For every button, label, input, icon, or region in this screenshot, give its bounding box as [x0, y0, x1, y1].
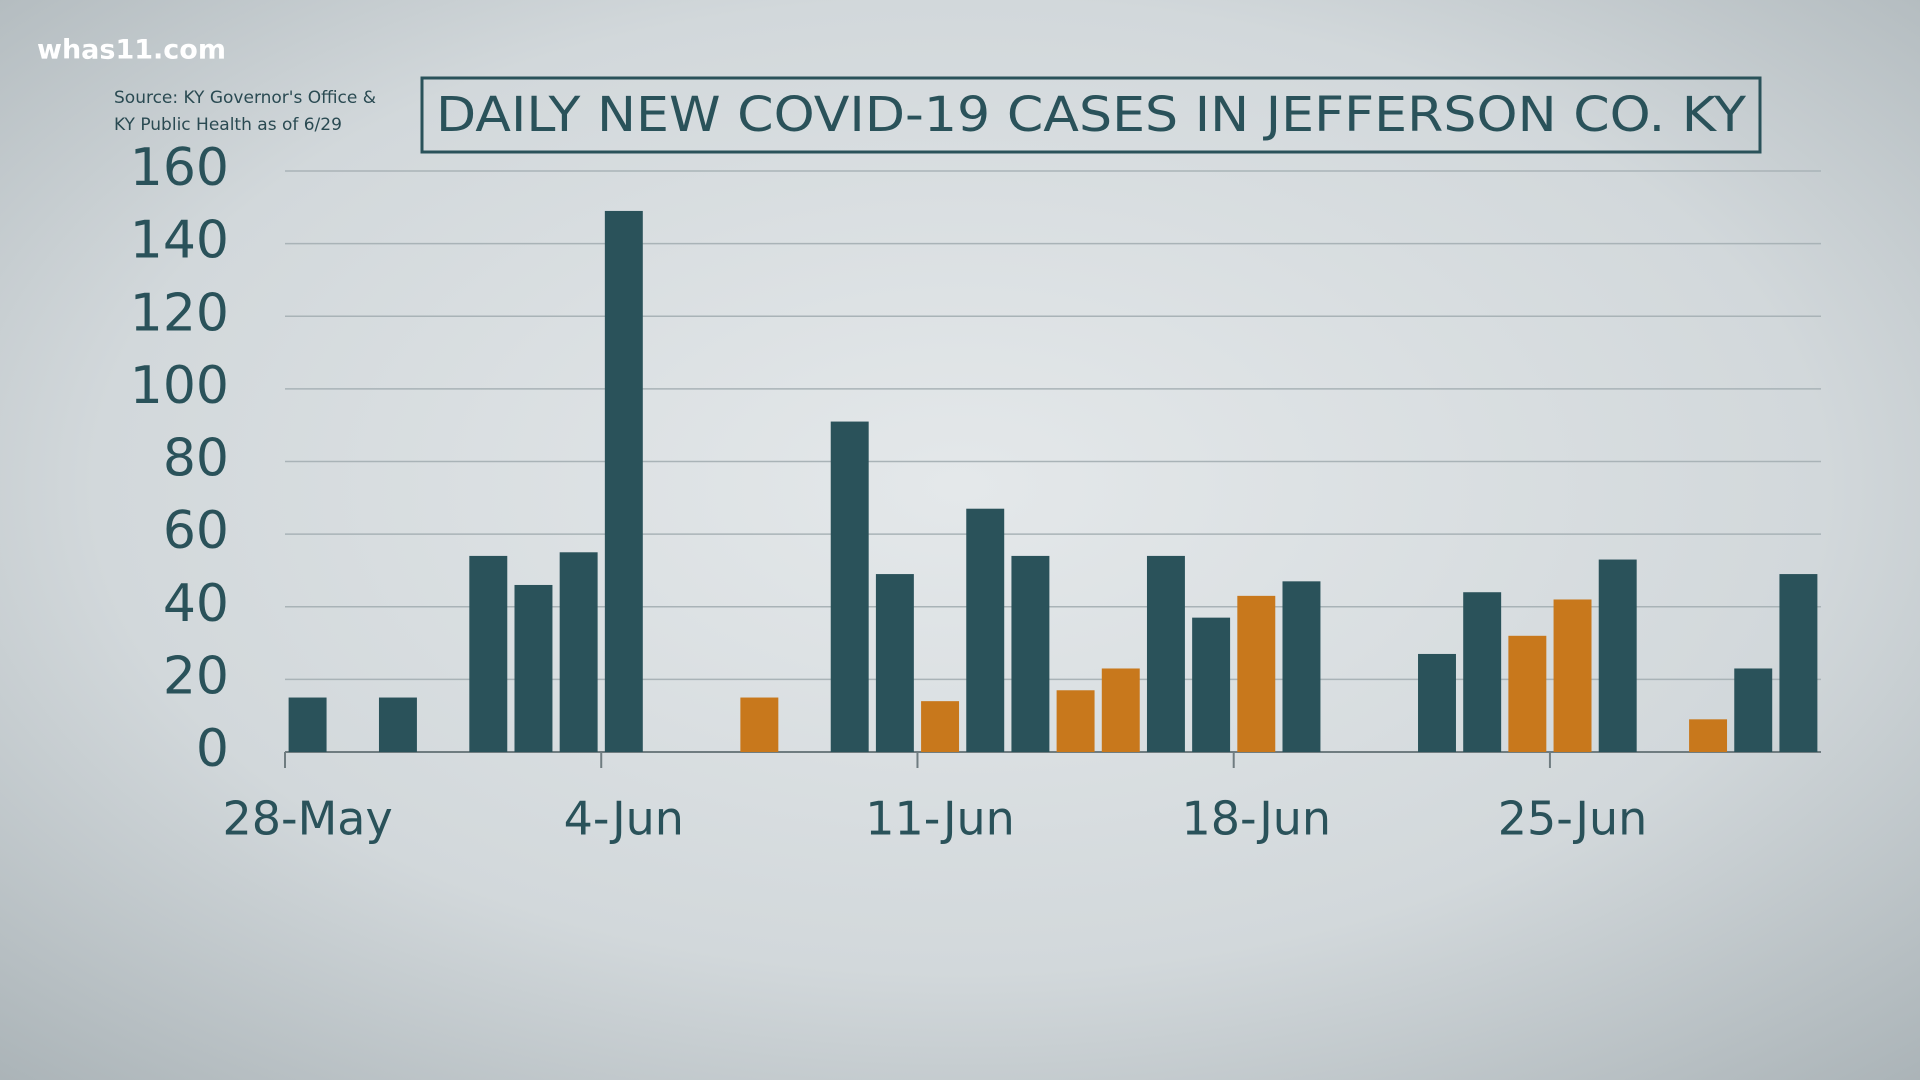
- y-tick-label: 60: [163, 501, 229, 561]
- bar: [1463, 592, 1502, 752]
- x-tick-label: 25-Jun: [1498, 792, 1648, 846]
- bar: [1011, 555, 1050, 752]
- bar: [1192, 617, 1231, 752]
- bar: [1146, 555, 1185, 752]
- x-tick-label: 18-Jun: [1182, 792, 1332, 846]
- bar: [1056, 690, 1095, 752]
- x-tick-label: 4-Jun: [564, 792, 684, 846]
- y-tick-label: 160: [130, 138, 229, 198]
- bar: [966, 508, 1005, 752]
- bar: [1734, 668, 1773, 752]
- bar: [1418, 653, 1456, 752]
- x-tick-label: 11-Jun: [865, 792, 1015, 846]
- bar: [830, 421, 869, 752]
- watermark: whas11.com: [37, 35, 226, 66]
- y-tick-label: 120: [130, 283, 229, 343]
- bar: [1101, 668, 1140, 752]
- bar: [1553, 599, 1592, 752]
- bar: [559, 552, 598, 752]
- bar: [604, 210, 643, 753]
- y-tick-label: 0: [196, 719, 229, 779]
- bar: [921, 701, 960, 752]
- title-box: [420, 76, 1762, 154]
- y-tick-label: 80: [163, 429, 229, 489]
- bar: [1237, 595, 1276, 752]
- bar: [1598, 559, 1637, 752]
- source-line: KY Public Health as of 6/29: [114, 115, 342, 135]
- bar: [288, 697, 327, 752]
- bar: [1508, 635, 1547, 752]
- y-tick-label: 40: [163, 574, 229, 634]
- bar: [469, 555, 508, 752]
- bar: [378, 697, 417, 752]
- y-tick-label: 20: [163, 646, 229, 706]
- y-tick-label: 100: [130, 356, 229, 416]
- chart-title: DAILY NEW COVID-19 CASES IN JEFFERSON CO…: [436, 87, 1747, 143]
- bar: [875, 574, 914, 752]
- bar: [1689, 719, 1728, 752]
- bar: [740, 697, 779, 752]
- bar: [1282, 581, 1321, 752]
- bar: [1779, 574, 1818, 752]
- bar: [514, 584, 553, 752]
- source-line: Source: KY Governor's Office &: [114, 88, 376, 108]
- y-tick-label: 140: [130, 211, 229, 271]
- x-tick-label: 28-May: [222, 792, 392, 846]
